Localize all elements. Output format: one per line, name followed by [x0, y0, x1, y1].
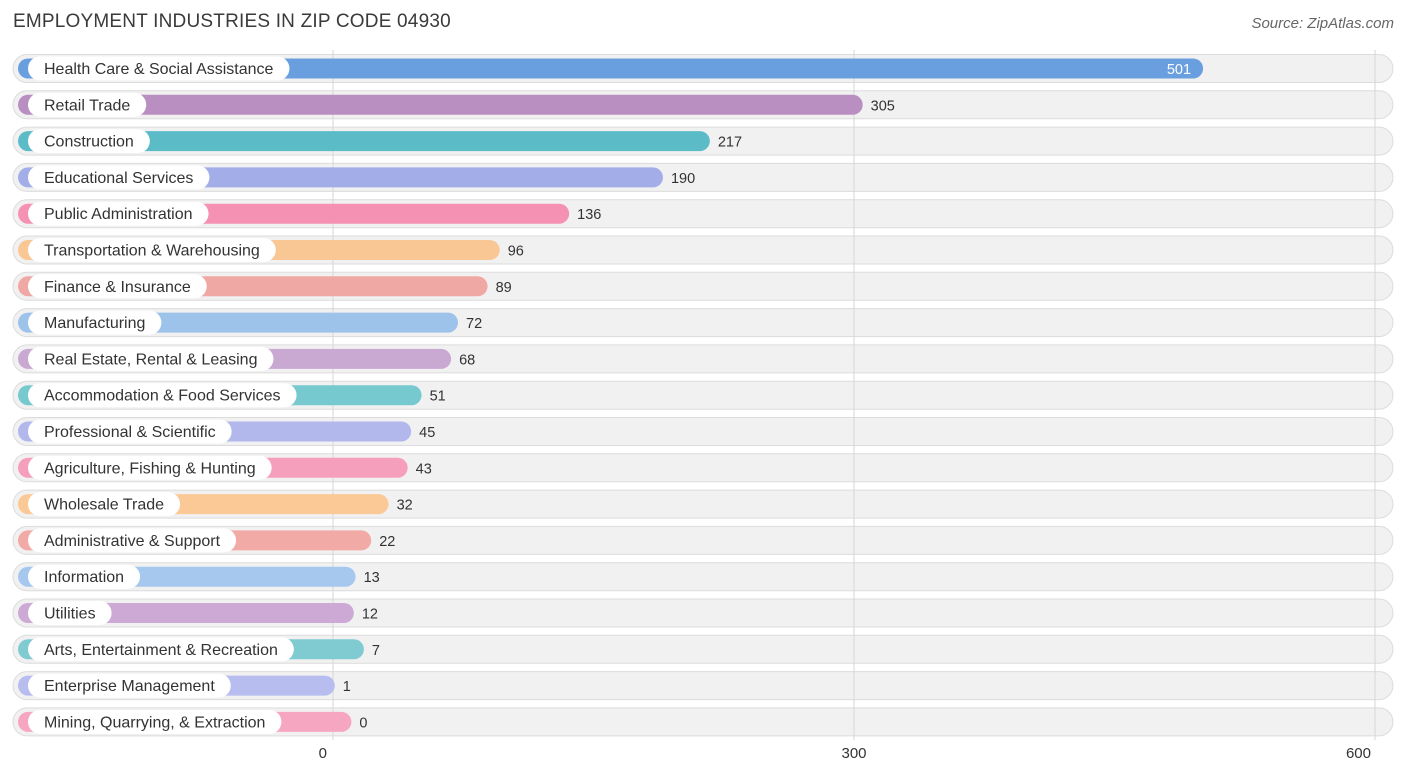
- tick-label: 300: [841, 745, 866, 762]
- category-label: Enterprise Management: [44, 678, 215, 695]
- bar-group-utilities: Utilities 12: [18, 601, 378, 625]
- category-label: Health Care & Social Assistance: [44, 61, 274, 78]
- category-label: Construction: [44, 134, 134, 151]
- category-label-pill: [28, 601, 112, 625]
- category-label-pill: [28, 564, 141, 589]
- category-label-pill: [28, 637, 294, 662]
- bar-group-finance-insurance: Finance & Insurance 89: [18, 274, 512, 299]
- bar-group-public-administration: Public Administration 136: [18, 201, 601, 226]
- value-label: 32: [397, 498, 413, 514]
- value-label: 305: [871, 98, 895, 114]
- category-label-pill: [28, 274, 207, 299]
- category-label-pill: [28, 709, 282, 734]
- value-label: 89: [496, 280, 512, 296]
- value-label: 68: [459, 352, 475, 368]
- bar: [18, 58, 1204, 79]
- tick-label: 0: [319, 745, 327, 762]
- category-label-pill: [28, 528, 237, 553]
- category-label: Real Estate, Rental & Leasing: [44, 351, 257, 368]
- value-label: 96: [508, 244, 524, 260]
- value-label: 217: [718, 135, 742, 151]
- category-label: Information: [44, 569, 124, 586]
- category-label: Mining, Quarrying, & Extraction: [44, 714, 265, 731]
- bar-group-construction: Construction 217: [18, 129, 742, 154]
- category-label-pill: [28, 238, 276, 262]
- x-axis-ticks: 0 300 600: [319, 745, 1371, 762]
- bar-group-transportation-warehousing: Transportation & Warehousing 96: [18, 238, 524, 262]
- bar-group-wholesale-trade: Wholesale Trade 32: [18, 492, 413, 517]
- row-background: [12, 562, 1394, 592]
- category-label-pill: [28, 92, 147, 117]
- category-label: Wholesale Trade: [44, 497, 164, 514]
- category-label: Administrative & Support: [44, 533, 221, 550]
- category-label: Accommodation & Food Services: [44, 388, 281, 405]
- bar-group-manufacturing: Manufacturing 72: [18, 310, 482, 335]
- row-background: [12, 707, 1394, 737]
- bars: Health Care & Social Assistance 501 Retail…: [18, 56, 1204, 734]
- category-label: Manufacturing: [44, 315, 145, 332]
- row-background: [12, 671, 1394, 701]
- chart-title: EMPLOYMENT INDUSTRIES IN ZIP CODE 04930: [13, 11, 451, 32]
- value-label: 7: [372, 643, 380, 659]
- category-label: Professional & Scientific: [44, 424, 216, 441]
- bar-group-agriculture-fishing-hunting: Agriculture, Fishing & Hunting 43: [18, 455, 432, 480]
- value-label: 12: [362, 607, 378, 623]
- category-label-pill: [28, 165, 210, 190]
- category-label: Retail Trade: [44, 97, 130, 114]
- category-label-pill: [28, 346, 274, 371]
- category-label: Educational Services: [44, 170, 193, 187]
- value-label: 51: [430, 389, 446, 405]
- category-label: Agriculture, Fishing & Hunting: [44, 460, 256, 477]
- category-label: Arts, Entertainment & Recreation: [44, 642, 278, 659]
- category-label: Public Administration: [44, 206, 193, 223]
- tick-label: 600: [1346, 745, 1371, 762]
- value-label: 136: [577, 207, 601, 223]
- value-label: 0: [359, 715, 367, 731]
- bar-group-accommodation-food-services: Accommodation & Food Services 51: [18, 383, 446, 408]
- value-label: 22: [379, 534, 395, 550]
- category-label-pill: [28, 455, 272, 480]
- value-label: 13: [364, 570, 380, 586]
- category-label-pill: [28, 419, 232, 444]
- category-label-pill: [28, 673, 231, 698]
- bar-group-administrative-support: Administrative & Support 22: [18, 528, 395, 553]
- bar-group-professional-scientific: Professional & Scientific 45: [18, 419, 435, 444]
- category-label: Finance & Insurance: [44, 279, 191, 296]
- category-label-pill: [28, 310, 162, 335]
- bar-group-arts-entertainment-recreation: Arts, Entertainment & Recreation 7: [18, 637, 380, 662]
- category-label: Utilities: [44, 606, 96, 623]
- value-label: 43: [416, 461, 432, 477]
- value-label: 72: [466, 316, 482, 332]
- category-label: Transportation & Warehousing: [44, 243, 260, 260]
- bar-group-retail-trade: Retail Trade 305: [18, 92, 895, 117]
- bar-group-information: Information 13: [18, 564, 380, 589]
- row-background: [12, 598, 1394, 628]
- bar-group-mining-quarrying-extraction: Mining, Quarrying, & Extraction 0: [18, 709, 368, 734]
- bar-group-educational-services: Educational Services 190: [18, 165, 695, 190]
- category-label-pill: [28, 492, 181, 517]
- category-label-pill: [28, 129, 150, 154]
- value-label: 501: [1167, 62, 1191, 78]
- category-label-pill: [28, 201, 209, 226]
- bar-group-enterprise-management: Enterprise Management 1: [18, 673, 351, 698]
- chart-source: Source: ZipAtlas.com: [1251, 15, 1394, 32]
- category-label-pill: [28, 56, 290, 81]
- value-label: 190: [671, 171, 695, 187]
- bar-group-real-estate-rental-leasing: Real Estate, Rental & Leasing 68: [18, 346, 475, 371]
- bar: [18, 94, 863, 115]
- value-label: 1: [343, 679, 351, 695]
- category-label-pill: [28, 383, 297, 408]
- bar: [18, 131, 710, 152]
- bar-group-health-care-social-assistance: Health Care & Social Assistance 501: [18, 56, 1204, 81]
- value-label: 45: [419, 425, 435, 441]
